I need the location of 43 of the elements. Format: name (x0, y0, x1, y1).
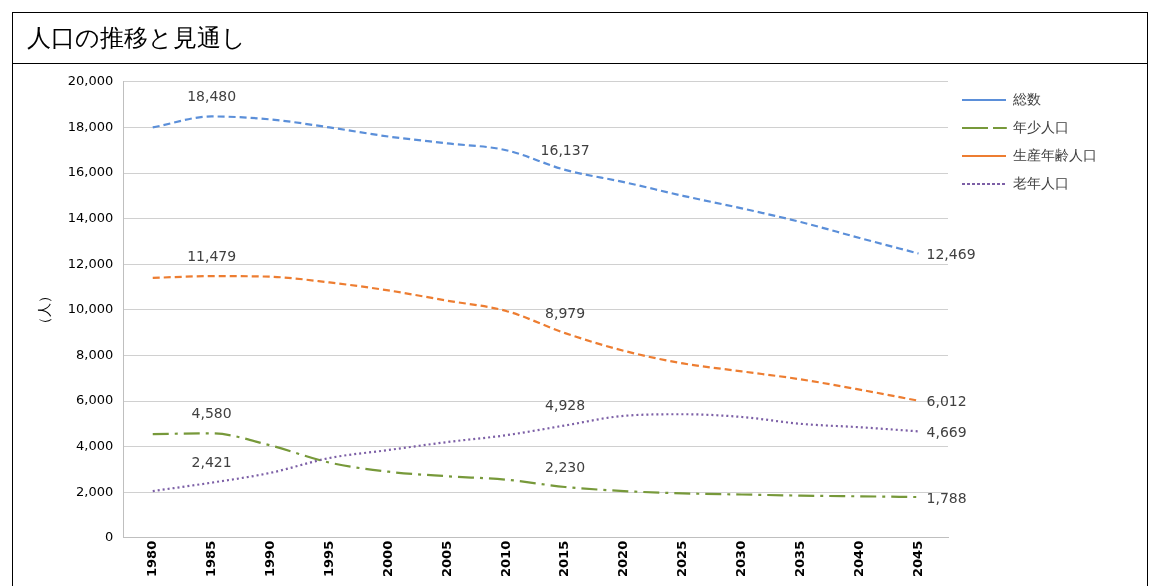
x-tick-label: 2040 (851, 540, 867, 578)
data-label: 18,480 (187, 88, 237, 105)
data-label: 4,928 (545, 397, 586, 414)
data-label: 4,669 (926, 424, 967, 440)
y-tick-label: 10,000 (67, 301, 114, 317)
y-tick-label: 14,000 (67, 209, 114, 225)
y-tick-label: 0 (105, 529, 114, 545)
x-tick-label: 2015 (556, 540, 572, 578)
data-label: 6,012 (926, 393, 967, 410)
y-tick-label: 20,000 (67, 73, 114, 89)
legend-label: 総数 (1012, 90, 1041, 107)
x-tick-label: 1980 (144, 540, 160, 578)
y-axis-title: （人） (36, 288, 53, 331)
x-tick-label: 1990 (261, 540, 277, 578)
data-label: 2,230 (545, 458, 586, 475)
data-label: 11,479 (187, 247, 237, 264)
data-label: 16,137 (540, 141, 590, 158)
data-label: 12,469 (926, 246, 976, 263)
y-tick-label: 2,000 (76, 483, 114, 499)
x-tick-label: 2035 (792, 540, 808, 578)
y-tick-label: 16,000 (67, 164, 114, 180)
y-tick-label: 4,000 (76, 437, 114, 453)
x-tick-label: 2000 (379, 540, 395, 578)
x-tick-label: 2045 (909, 540, 925, 578)
data-label: 1,788 (926, 489, 967, 506)
chart-title: 人口の推移と見通し (13, 13, 1147, 64)
y-tick-label: 8,000 (76, 346, 114, 362)
data-label: 4,580 (191, 405, 232, 422)
x-tick-label: 2025 (674, 540, 690, 578)
x-tick-label: 2020 (615, 540, 631, 578)
x-tick-label: 2005 (438, 540, 454, 578)
x-tick-label: 1985 (203, 540, 219, 578)
legend-label: 生産年齢人口 (1013, 146, 1097, 163)
legend-label: 老年人口 (1013, 174, 1069, 191)
legend-label: 年少人口 (1013, 118, 1069, 135)
y-tick-label: 18,000 (67, 118, 114, 134)
x-tick-label: 2030 (733, 540, 749, 578)
y-tick-label: 6,000 (76, 392, 114, 408)
y-tick-label: 12,000 (67, 255, 114, 271)
data-label: 2,421 (191, 454, 232, 471)
x-tick-label: 1995 (320, 540, 336, 578)
data-label: 8,979 (545, 304, 586, 321)
x-tick-label: 2010 (497, 540, 513, 578)
